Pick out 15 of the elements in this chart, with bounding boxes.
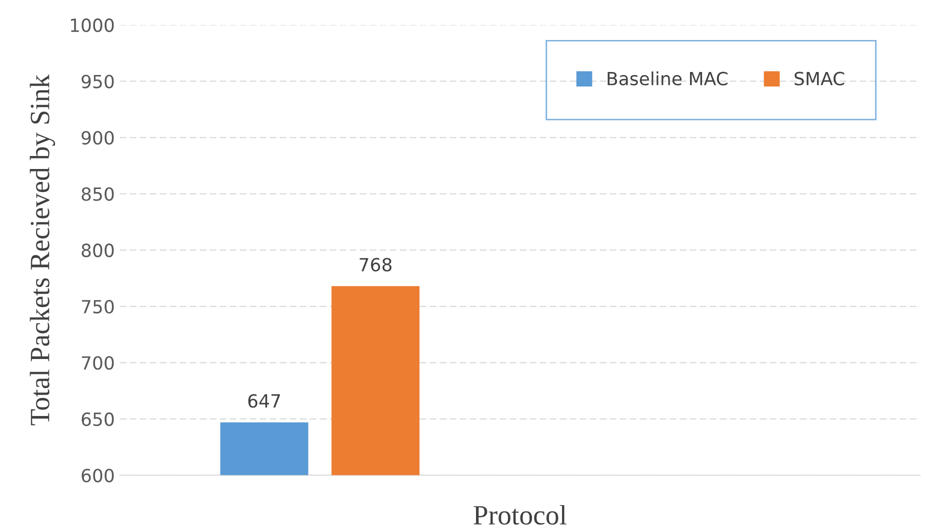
y-tick-label: 850 [82, 187, 114, 201]
y-tick-label: 650 [82, 412, 114, 426]
data-label: 768 [360, 258, 392, 272]
y-tick-label: 1000 [70, 18, 114, 32]
data-label: 647 [248, 394, 280, 408]
y-tick-label: 900 [82, 130, 114, 145]
y-tick-label: 950 [82, 74, 114, 88]
y-tick-label: 750 [82, 300, 114, 314]
legend-label: SMAC [794, 72, 844, 86]
x-axis-title: Protocol [474, 505, 566, 525]
y-tick-label: 600 [82, 468, 114, 482]
y-tick-label: 800 [82, 244, 114, 258]
y-tick-label: 700 [82, 356, 114, 370]
legend-label: Baseline MAC [608, 71, 728, 86]
y-axis-title: Total Packets Recieved by Sink [30, 74, 56, 426]
